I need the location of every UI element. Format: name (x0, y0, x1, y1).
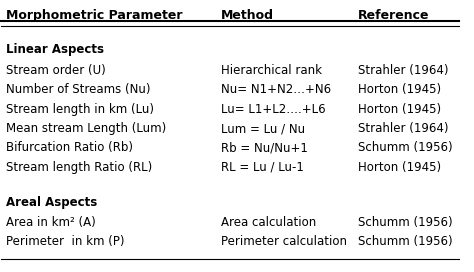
Text: Area calculation: Area calculation (221, 216, 316, 229)
Text: Strahler (1964): Strahler (1964) (358, 122, 449, 135)
Text: Horton (1945): Horton (1945) (358, 83, 441, 96)
Text: Perimeter calculation: Perimeter calculation (221, 235, 347, 248)
Text: Stream order (U): Stream order (U) (6, 64, 106, 77)
Text: Stream length in km (Lu): Stream length in km (Lu) (6, 103, 154, 116)
Text: Nu= N1+N2…+N6: Nu= N1+N2…+N6 (221, 83, 331, 96)
Text: Linear Aspects: Linear Aspects (6, 44, 104, 57)
Text: Stream length Ratio (RL): Stream length Ratio (RL) (6, 161, 152, 174)
Text: Horton (1945): Horton (1945) (358, 103, 441, 116)
Text: Number of Streams (Nu): Number of Streams (Nu) (6, 83, 150, 96)
Text: Morphometric Parameter: Morphometric Parameter (6, 10, 182, 23)
Text: Bifurcation Ratio (Rb): Bifurcation Ratio (Rb) (6, 141, 133, 154)
Text: Strahler (1964): Strahler (1964) (358, 64, 449, 77)
Text: RL = Lu / Lu-1: RL = Lu / Lu-1 (221, 161, 304, 174)
Text: Reference: Reference (358, 10, 429, 23)
Text: Perimeter  in km (P): Perimeter in km (P) (6, 235, 125, 248)
Text: Lum = Lu / Nu: Lum = Lu / Nu (221, 122, 305, 135)
Text: Schumm (1956): Schumm (1956) (358, 216, 453, 229)
Text: Horton (1945): Horton (1945) (358, 161, 441, 174)
Text: Schumm (1956): Schumm (1956) (358, 235, 453, 248)
Text: Schumm (1956): Schumm (1956) (358, 141, 453, 154)
Text: Hierarchical rank: Hierarchical rank (221, 64, 322, 77)
Text: Lu= L1+L2….+L6: Lu= L1+L2….+L6 (221, 103, 326, 116)
Text: Rb = Nu/Nu+1: Rb = Nu/Nu+1 (221, 141, 308, 154)
Text: Areal Aspects: Areal Aspects (6, 196, 97, 209)
Text: Area in km² (A): Area in km² (A) (6, 216, 96, 229)
Text: Method: Method (221, 10, 274, 23)
Text: Mean stream Length (Lum): Mean stream Length (Lum) (6, 122, 166, 135)
